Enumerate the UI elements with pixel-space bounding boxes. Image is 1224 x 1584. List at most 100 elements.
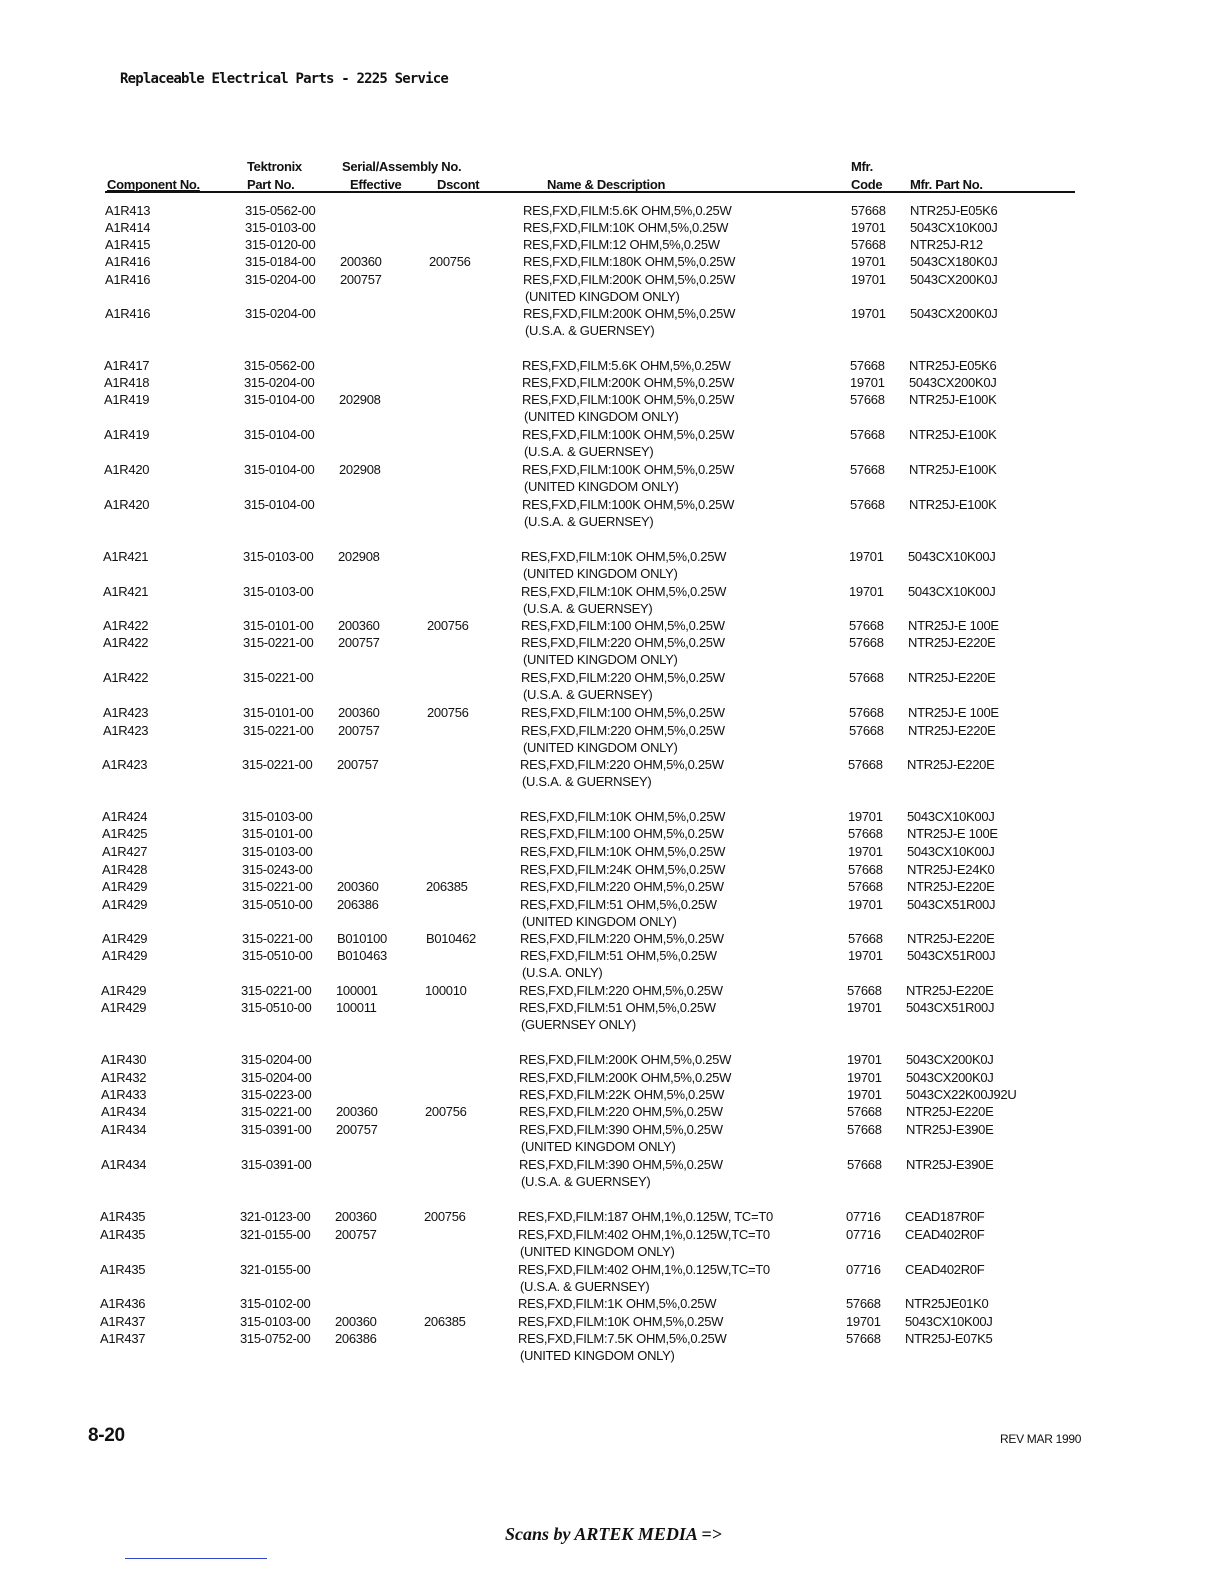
mfr-code: 19701 bbox=[848, 948, 883, 963]
description-note: (U.S.A. & GUERNSEY) bbox=[521, 1174, 651, 1189]
serial-dscont: 100010 bbox=[425, 983, 467, 998]
mfr-code: 57668 bbox=[849, 670, 884, 685]
serial-effective: 100001 bbox=[336, 983, 378, 998]
part-no: 315-0510-00 bbox=[241, 1000, 312, 1015]
mfr-code: 57668 bbox=[846, 1331, 881, 1346]
part-no: 315-0103-00 bbox=[245, 220, 316, 235]
part-no: 315-0103-00 bbox=[243, 549, 314, 564]
part-no: 315-0223-00 bbox=[241, 1087, 312, 1102]
part-no: 315-0103-00 bbox=[243, 584, 314, 599]
part-no: 315-0104-00 bbox=[244, 392, 315, 407]
mfr-part-no: NTR25J-E390E bbox=[906, 1157, 994, 1172]
serial-effective: 100011 bbox=[336, 1000, 377, 1015]
mfr-part-no: 5043CX200K0J bbox=[910, 272, 998, 287]
description-note: (UNITED KINGDOM ONLY) bbox=[522, 914, 677, 929]
component-no: A1R436 bbox=[100, 1296, 146, 1311]
serial-effective: 200360 bbox=[335, 1314, 377, 1329]
description-note: (UNITED KINGDOM ONLY) bbox=[520, 1244, 675, 1259]
description-note: (U.S.A. & GUERNSEY) bbox=[522, 774, 652, 789]
description: RES,FXD,FILM:100K OHM,5%,0.25W bbox=[522, 427, 735, 442]
mfr-part-no: 5043CX10K00J bbox=[905, 1314, 993, 1329]
mfr-code: 57668 bbox=[850, 462, 885, 477]
mfr-code: 57668 bbox=[849, 635, 884, 650]
description-note: (U.S.A. & GUERNSEY) bbox=[523, 687, 653, 702]
mfr-part-no: NTR25J-E220E bbox=[908, 723, 996, 738]
description-note: (UNITED KINGDOM ONLY) bbox=[523, 740, 678, 755]
mfr-part-no: NTR25J-E100K bbox=[909, 462, 997, 477]
col-header-tektronix: Tektronix bbox=[247, 159, 302, 174]
header-rule bbox=[105, 191, 1075, 193]
part-no: 315-0104-00 bbox=[244, 497, 315, 512]
mfr-code: 19701 bbox=[847, 1000, 882, 1015]
description: RES,FXD,FILM:200K OHM,5%,0.25W bbox=[519, 1052, 732, 1067]
serial-effective: 200757 bbox=[340, 272, 382, 287]
mfr-code: 57668 bbox=[851, 203, 886, 218]
description: RES,FXD,FILM:390 OHM,5%,0.25W bbox=[519, 1157, 723, 1172]
component-no: A1R414 bbox=[105, 220, 151, 235]
component-no: A1R429 bbox=[102, 879, 148, 894]
col-header-effective: Effective bbox=[350, 177, 402, 192]
mfr-code: 19701 bbox=[847, 1052, 882, 1067]
part-no: 315-0101-00 bbox=[242, 826, 313, 841]
description: RES,FXD,FILM:5.6K OHM,5%,0.25W bbox=[522, 358, 731, 373]
part-no: 315-0221-00 bbox=[243, 723, 314, 738]
mfr-part-no: 5043CX10K00J bbox=[908, 584, 996, 599]
mfr-code: 07716 bbox=[846, 1227, 881, 1242]
description: RES,FXD,FILM:10K OHM,5%,0.25W bbox=[523, 220, 729, 235]
part-no: 315-0204-00 bbox=[241, 1052, 312, 1067]
mfr-part-no: NTR25J-E100K bbox=[909, 497, 997, 512]
component-no: A1R418 bbox=[104, 375, 150, 390]
mfr-code: 57668 bbox=[850, 497, 885, 512]
part-no: 315-0184-00 bbox=[245, 254, 316, 269]
description: RES,FXD,FILM:100 OHM,5%,0.25W bbox=[521, 618, 725, 633]
mfr-part-no: 5043CX51R00J bbox=[907, 948, 996, 963]
mfr-part-no: NTR25J-E220E bbox=[907, 931, 995, 946]
description: RES,FXD,FILM:220 OHM,5%,0.25W bbox=[519, 983, 723, 998]
mfr-code: 57668 bbox=[848, 931, 883, 946]
mfr-part-no: NTR25J-E220E bbox=[907, 757, 995, 772]
mfr-code: 19701 bbox=[848, 897, 883, 912]
part-no: 315-0391-00 bbox=[241, 1122, 312, 1137]
mfr-part-no: 5043CX200K0J bbox=[906, 1070, 994, 1085]
component-no: A1R423 bbox=[103, 723, 149, 738]
serial-dscont: B010462 bbox=[426, 931, 476, 946]
description: RES,FXD,FILM:100 OHM,5%,0.25W bbox=[520, 826, 724, 841]
description: RES,FXD,FILM:220 OHM,5%,0.25W bbox=[520, 879, 724, 894]
mfr-part-no: NTR25J-E220E bbox=[908, 635, 996, 650]
component-no: A1R421 bbox=[103, 584, 149, 599]
serial-effective: 206386 bbox=[335, 1331, 377, 1346]
component-no: A1R427 bbox=[102, 844, 148, 859]
part-no: 315-0103-00 bbox=[240, 1314, 311, 1329]
component-no: A1R420 bbox=[104, 497, 150, 512]
description-note: (UNITED KINGDOM ONLY) bbox=[524, 409, 679, 424]
part-no: 315-0204-00 bbox=[241, 1070, 312, 1085]
mfr-part-no: NTR25J-R12 bbox=[910, 237, 983, 252]
component-no: A1R415 bbox=[105, 237, 151, 252]
serial-effective: B010463 bbox=[337, 948, 387, 963]
page-title: Replaceable Electrical Parts - 2225 Serv… bbox=[120, 71, 449, 87]
description: RES,FXD,FILM:220 OHM,5%,0.25W bbox=[521, 670, 725, 685]
mfr-part-no: 5043CX10K00J bbox=[908, 549, 996, 564]
mfr-code: 57668 bbox=[848, 757, 883, 772]
part-no: 315-0204-00 bbox=[244, 375, 315, 390]
component-no: A1R416 bbox=[105, 306, 151, 321]
part-no: 315-0204-00 bbox=[245, 306, 316, 321]
col-header-description: Name & Description bbox=[547, 177, 666, 192]
mfr-part-no: NTR25J-E 100E bbox=[908, 705, 999, 720]
mfr-code: 19701 bbox=[846, 1314, 881, 1329]
description: RES,FXD,FILM:10K OHM,5%,0.25W bbox=[518, 1314, 724, 1329]
part-no: 315-0562-00 bbox=[244, 358, 315, 373]
mfr-code: 19701 bbox=[848, 809, 883, 824]
mfr-code: 07716 bbox=[846, 1262, 881, 1277]
part-no: 315-0221-00 bbox=[243, 670, 314, 685]
mfr-code: 19701 bbox=[847, 1087, 882, 1102]
part-no: 315-0104-00 bbox=[244, 462, 315, 477]
serial-dscont: 200756 bbox=[424, 1209, 466, 1224]
part-no: 315-0510-00 bbox=[242, 948, 313, 963]
serial-effective: 200360 bbox=[338, 705, 380, 720]
col-header-part: Part No. bbox=[247, 177, 295, 192]
serial-dscont: 206385 bbox=[426, 879, 468, 894]
component-no: A1R435 bbox=[100, 1227, 146, 1242]
page-number: 8-20 bbox=[88, 1425, 125, 1446]
description: RES,FXD,FILM:51 OHM,5%,0.25W bbox=[520, 948, 717, 963]
